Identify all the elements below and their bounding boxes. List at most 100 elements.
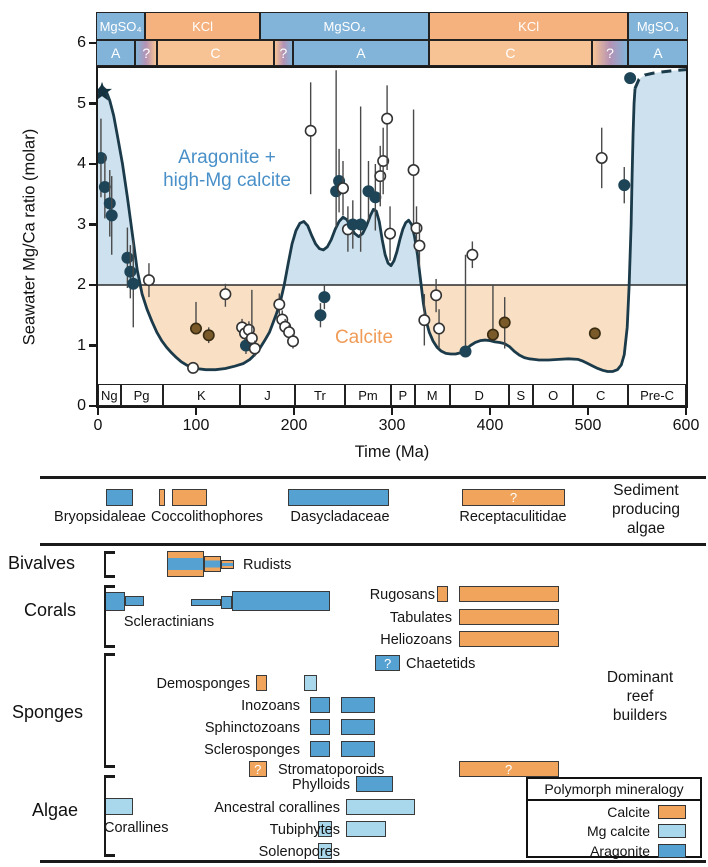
data-point-open <box>142 274 155 287</box>
data-point-dark <box>459 345 472 358</box>
data-point-open <box>433 322 446 335</box>
taxon-bar-rudists-b <box>203 556 222 572</box>
mgso₄-segment: MgSO₄ <box>96 12 146 40</box>
data-point-dark <box>98 151 107 164</box>
group-bracket-corals <box>104 585 116 648</box>
period-ng: Ng <box>98 384 121 406</box>
taxon-label-stromatoporoids: Stromatoporoids <box>278 762 385 778</box>
taxon-label-sclerosponges: Sclerosponges <box>204 742 300 758</box>
x-tick-mark <box>97 408 100 415</box>
data-point-dark <box>103 197 116 210</box>
taxon-bar-rugosans-b <box>458 586 559 602</box>
legend-row-calcite: Calcite <box>528 803 700 821</box>
data-point-dark <box>369 191 382 204</box>
modern-seawater-star-icon: ★ <box>98 76 114 106</box>
y-tick-mark <box>89 283 96 287</box>
x-tick-label: 600 <box>672 417 700 434</box>
y-tick-mark <box>89 162 96 166</box>
period-m: M <box>414 384 450 406</box>
data-point-open <box>466 248 479 261</box>
group-label-algae: Algae <box>32 800 79 820</box>
y-tick-label: 4 <box>77 155 86 172</box>
y-tick-label: 6 <box>77 34 86 51</box>
data-point-open <box>248 342 261 355</box>
taxon-bar-scleractinians-c <box>191 599 222 606</box>
taxon-bar-sclerosponges-b <box>341 741 376 757</box>
taxon-bar-inozoans-a <box>309 697 331 713</box>
data-point-open <box>430 289 443 302</box>
y-tick-label: 0 <box>77 397 86 414</box>
uncertain-segment: ? <box>273 40 294 66</box>
group-label-bivalves: Bivalves <box>8 553 76 573</box>
x-tick-mark <box>685 408 688 415</box>
legend-title: Polymorph mineralogy <box>528 779 700 801</box>
aragonite-sea-label: Aragonite + high-Mg calcite <box>163 147 291 191</box>
data-point-brown <box>588 327 601 340</box>
a-segment: A <box>627 40 688 66</box>
data-point-dark <box>98 180 111 193</box>
data-point-dark <box>354 218 367 231</box>
x-tick-mark <box>195 408 198 415</box>
period-pm: Pm <box>344 384 391 406</box>
taxon-bar-rudists-c <box>221 560 235 569</box>
group-bracket-sponges <box>104 653 116 768</box>
data-point-open <box>337 182 350 195</box>
mgca-plot-area: ★ Aragonite + high-Mg calcite Calcite Ng… <box>96 66 688 408</box>
data-point-dark <box>127 277 140 290</box>
period-k: K <box>162 384 241 406</box>
sea-type-bar: A? C? A C? A <box>96 40 688 66</box>
taxon-bar-coccolithophores-a <box>158 489 165 506</box>
y-tick-mark <box>89 344 96 347</box>
data-point-open <box>273 298 286 311</box>
taxon-label-receptaculitidae: Receptaculitidae <box>459 509 567 525</box>
data-point-dark <box>314 309 327 322</box>
taxon-label-phylloids: Phylloids <box>291 777 350 793</box>
taxon-label-tabulates: Tabulates <box>389 610 452 626</box>
x-tick-label: 100 <box>182 417 210 434</box>
taxon-label-inozoans: Inozoans <box>241 698 300 714</box>
group-bracket-algae <box>104 775 116 857</box>
taxon-bar-heliozoans <box>458 631 559 647</box>
y-axis-title: Seawater Mg/Ca ratio (molar) <box>20 128 39 346</box>
group-bracket-bivalves <box>104 551 116 578</box>
data-point-dark <box>121 251 134 264</box>
kcl-segment: KCl <box>429 12 628 40</box>
taxon-label-chaetetids: Chaetetids <box>406 656 476 672</box>
data-point-dark <box>624 72 637 85</box>
calcite-swatch-icon <box>658 804 686 819</box>
data-point-open <box>407 164 420 177</box>
taxon-bar-sphinctozoans-a <box>309 719 331 735</box>
taxon-bar-coccolithophores-b <box>171 489 207 506</box>
x-tick-label: 0 <box>93 417 103 434</box>
legend-label-aragonite: Aragonite <box>590 842 650 859</box>
taxon-bar-phylloids <box>355 776 393 792</box>
a-segment: A <box>96 40 136 66</box>
period-s: S <box>508 384 534 406</box>
taxon-bar-scleractinians-e <box>232 591 331 611</box>
data-point-open <box>595 151 608 164</box>
data-point-dark <box>618 179 631 192</box>
legend-label-calcite: Calcite <box>607 803 650 820</box>
x-tick-mark <box>293 408 296 415</box>
data-point-open <box>384 227 397 240</box>
taxon-label-scleractinians: Scleractinians <box>123 614 215 630</box>
data-point-dark <box>124 265 137 278</box>
y-tick-mark <box>89 404 96 408</box>
c-segment: C <box>428 40 593 66</box>
legend-row-aragonite: Aragonite <box>528 842 700 860</box>
polymorph-mineralogy-legend: Polymorph mineralogy Calcite Mg calcite … <box>526 777 702 860</box>
y-tick-label: 2 <box>77 276 86 293</box>
data-point-open <box>287 335 300 348</box>
mgso₄-segment: MgSO₄ <box>627 12 688 40</box>
y-tick-label: 5 <box>77 94 86 112</box>
taxon-bar-demosponges-a <box>255 675 267 691</box>
mgca-curve-dashed <box>633 68 686 89</box>
legend-row-mg-calcite: Mg calcite <box>528 822 700 840</box>
period-pg: Pg <box>120 384 163 406</box>
a-segment: A <box>293 40 429 66</box>
kcl-segment: KCl <box>145 12 260 40</box>
evaporite-type-bar: MgSO₄ KCl MgSO₄ KCl MgSO₄ <box>96 12 688 40</box>
uncertain-segment: ? <box>592 40 628 66</box>
data-point-open <box>377 154 390 167</box>
data-point-brown <box>486 328 499 341</box>
